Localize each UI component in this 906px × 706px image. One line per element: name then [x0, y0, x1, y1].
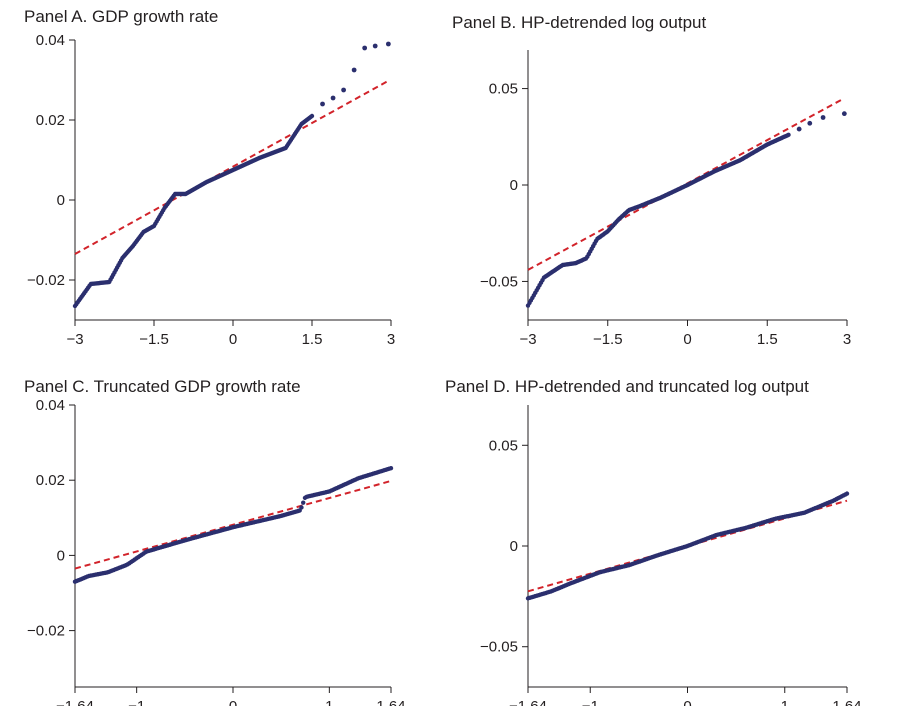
panel-c-x-tick-label: −1.64 [56, 698, 94, 706]
panel-c-y-tick-label: −0.02 [27, 623, 65, 640]
panel-b-x-tick-label: −1.5 [593, 331, 623, 348]
panel-a-data-point [351, 67, 357, 73]
panel-b-y-tick-label: 0 [510, 177, 518, 194]
panel-b-data-point [807, 120, 813, 126]
panel-b-data-point [796, 126, 802, 132]
panel-b-title: Panel B. HP-detrended log output [452, 13, 707, 32]
panel-c-x-tick-label: 1 [325, 698, 333, 706]
panel-d-x-tick-label: 0 [683, 698, 691, 706]
panel-b-data-point [786, 132, 791, 138]
panel-a-data-point [309, 113, 315, 119]
panel-a-y-tick-label: 0.02 [36, 112, 65, 129]
panel-c-data-point [301, 500, 306, 505]
panel-c-title: Panel C. Truncated GDP growth rate [24, 377, 301, 396]
panel-a-data-point [341, 87, 346, 93]
panel-d-data-point [844, 491, 850, 496]
panel-a-title: Panel A. GDP growth rate [24, 7, 219, 26]
panel-b-x-tick-label: 3 [843, 331, 851, 348]
panel-b-data-point [841, 111, 847, 117]
panel-a-y-tick-label: −0.02 [27, 272, 65, 289]
panel-c-x-tick-label: 1.64 [376, 698, 405, 706]
panel-a-x-tick-label: 3 [387, 331, 395, 348]
panel-c-x-tick-label: 0 [229, 698, 237, 706]
panel-a-x-tick-label: 0 [229, 331, 237, 348]
panel-c-y-tick-label: 0.02 [36, 472, 65, 489]
panel-a-data-point [372, 43, 378, 49]
panel-c-reference-line [74, 479, 392, 570]
panel-a-reference-line [74, 79, 389, 255]
panel-a-y-tick-label: 0.04 [36, 32, 65, 49]
panel-b-y-tick-label: −0.05 [480, 273, 518, 290]
panel-c-x-tick-label: −1 [128, 698, 145, 706]
panel-c-y-tick-label: 0 [57, 547, 65, 564]
panel-d-title: Panel D. HP-detrended and truncated log … [445, 377, 809, 396]
panel-a-data-point [330, 95, 336, 101]
panel-d-x-tick-label: 1.64 [832, 698, 861, 706]
panel-d-x-tick-label: −1.64 [509, 698, 547, 706]
panel-a-x-tick-label: −1.5 [139, 331, 169, 348]
panel-b-data-point [820, 115, 826, 120]
panel-a-data-point [320, 101, 325, 107]
panel-a-data-point [385, 41, 391, 47]
panel-b-x-tick-label: 1.5 [757, 331, 778, 348]
panel-d-x-tick-label: −1 [582, 698, 599, 706]
panel-a-data-point [362, 45, 368, 51]
panel-d-x-tick-label: 1 [781, 698, 789, 706]
panel-c-data-point [299, 505, 304, 510]
panel-b-y-tick-label: 0.05 [489, 81, 518, 98]
panel-d-y-tick-label: −0.05 [480, 639, 518, 656]
panel-a-x-tick-label: 1.5 [302, 331, 323, 348]
panel-a-y-tick-label: 0 [57, 192, 65, 209]
panel-a-x-tick-label: −3 [66, 331, 83, 348]
panel-d-y-tick-label: 0 [510, 538, 518, 555]
panel-c-data-point [388, 465, 394, 471]
panel-d-y-tick-label: 0.05 [489, 437, 518, 454]
panel-c-y-tick-label: 0.04 [36, 397, 65, 414]
panel-b-x-tick-label: 0 [683, 331, 691, 348]
panel-b-x-tick-label: −3 [519, 331, 536, 348]
